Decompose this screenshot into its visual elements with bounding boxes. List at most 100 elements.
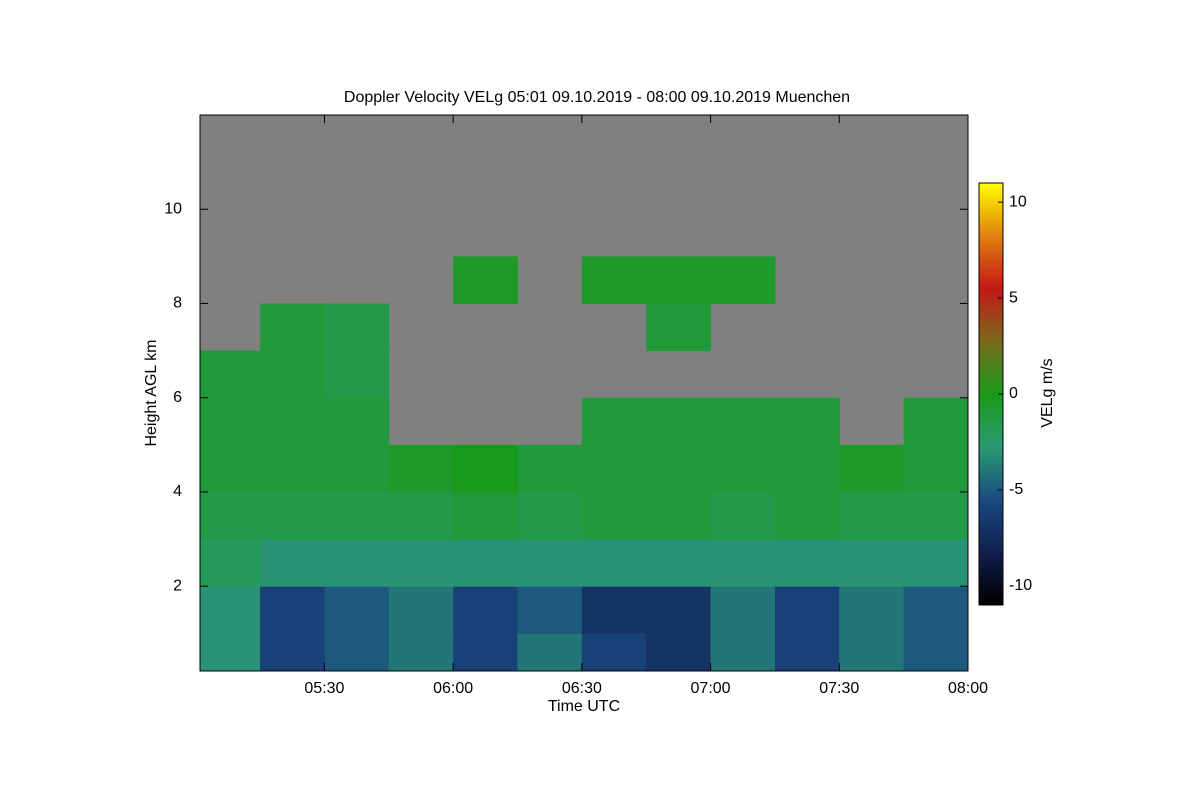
colorbar-strip [979, 349, 1003, 351]
colorbar-strip [979, 245, 1003, 247]
chart-title: Doppler Velocity VELg 05:01 09.10.2019 -… [344, 89, 850, 106]
heatmap-cell [646, 633, 712, 672]
colorbar-strip [979, 234, 1003, 236]
heatmap-cell [710, 586, 776, 634]
colorbar-strip [979, 525, 1003, 527]
colorbar-strip [979, 468, 1003, 470]
colorbar-strip [979, 512, 1003, 514]
colorbar-strip [979, 532, 1003, 534]
heatmap-cell [774, 444, 840, 493]
colorbar-strip [979, 466, 1003, 468]
heatmap-cell [453, 444, 518, 493]
colorbar-strip [979, 471, 1003, 473]
colorbar-strip [979, 426, 1003, 428]
colorbar-strip [979, 254, 1003, 256]
colorbar-strip [979, 316, 1003, 318]
colorbar-strip [979, 571, 1003, 573]
colorbar-strip [979, 472, 1003, 474]
heatmap-cell [517, 539, 583, 587]
colorbar-strip [979, 312, 1003, 314]
colorbar-strip [979, 313, 1003, 315]
colorbar-strip [979, 414, 1003, 416]
x-axis-label: Time UTC [548, 698, 620, 715]
colorbar-strip [979, 427, 1003, 429]
colorbar-strip [979, 231, 1003, 233]
colorbar-strip [979, 551, 1003, 553]
colorbar-strip [979, 409, 1003, 411]
colorbar-strip [979, 183, 1003, 185]
colorbar-strip [979, 348, 1003, 350]
colorbar-strip [979, 398, 1003, 400]
colorbar-strip [979, 188, 1003, 190]
colorbar-strip [979, 198, 1003, 200]
colorbar-strip [979, 449, 1003, 451]
colorbar-strip [979, 261, 1003, 263]
colorbar-strip [979, 521, 1003, 523]
colorbar-strip [979, 303, 1003, 305]
colorbar-strip [979, 481, 1003, 483]
y-tick-label: 6 [173, 389, 182, 406]
colorbar-strip [979, 430, 1003, 432]
colorbar-strip [979, 402, 1003, 404]
colorbar-strip [979, 440, 1003, 442]
colorbar-strip [979, 282, 1003, 284]
colorbar-strip [979, 276, 1003, 278]
colorbar-strip [979, 475, 1003, 477]
colorbar-strip [979, 266, 1003, 268]
colorbar-strip [979, 361, 1003, 363]
colorbar-strip [979, 211, 1003, 213]
heatmap-cell [581, 586, 647, 634]
colorbar-strip [979, 258, 1003, 260]
colorbar-strip [979, 513, 1003, 515]
colorbar-strip [979, 491, 1003, 493]
colorbar-strip [979, 534, 1003, 536]
colorbar-strip [979, 556, 1003, 558]
colorbar-strip [979, 284, 1003, 286]
colorbar-strip [979, 318, 1003, 320]
colorbar-strip [979, 207, 1003, 209]
colorbar-strip [979, 540, 1003, 542]
colorbar-strip [979, 493, 1003, 495]
colorbar-strip [979, 206, 1003, 208]
colorbar-strip [979, 476, 1003, 478]
colorbar-strip [979, 381, 1003, 383]
colorbar-strip [979, 345, 1003, 347]
colorbar-strip [979, 416, 1003, 418]
colorbar-strip [979, 297, 1003, 299]
colorbar-strip [979, 354, 1003, 356]
colorbar-strip [979, 307, 1003, 309]
colorbar-strip [979, 277, 1003, 279]
heatmap-cell [324, 491, 390, 540]
colorbar-strip [979, 526, 1003, 528]
colorbar-strip [979, 252, 1003, 254]
colorbar-strip [979, 508, 1003, 510]
colorbar-strip [979, 365, 1003, 367]
colorbar-strip [979, 463, 1003, 465]
x-tick-label: 07:00 [691, 680, 731, 697]
colorbar-strip [979, 200, 1003, 202]
x-tick-label: 07:30 [819, 680, 859, 697]
colorbar-strip [979, 332, 1003, 334]
colorbar-strip [979, 264, 1003, 266]
colorbar-strip [979, 337, 1003, 339]
colorbar-strip [979, 292, 1003, 294]
colorbar-strip [979, 334, 1003, 336]
colorbar-strip [979, 217, 1003, 219]
colorbar-strip [979, 557, 1003, 559]
colorbar-strip [979, 454, 1003, 456]
colorbar-strip [979, 586, 1003, 588]
heatmap-cell [517, 491, 583, 540]
colorbar-strip [979, 320, 1003, 322]
colorbar-strip [979, 323, 1003, 325]
colorbar-strip [979, 549, 1003, 551]
colorbar-strip [979, 474, 1003, 476]
colorbar-strip [979, 544, 1003, 546]
colorbar-strip [979, 487, 1003, 489]
colorbar-strip [979, 579, 1003, 581]
colorbar-strip [979, 542, 1003, 544]
heatmap-cell [581, 491, 647, 540]
colorbar-strip [979, 601, 1003, 603]
colorbar-strip [979, 215, 1003, 217]
colorbar-strip [979, 486, 1003, 488]
colorbar-strip [979, 358, 1003, 360]
